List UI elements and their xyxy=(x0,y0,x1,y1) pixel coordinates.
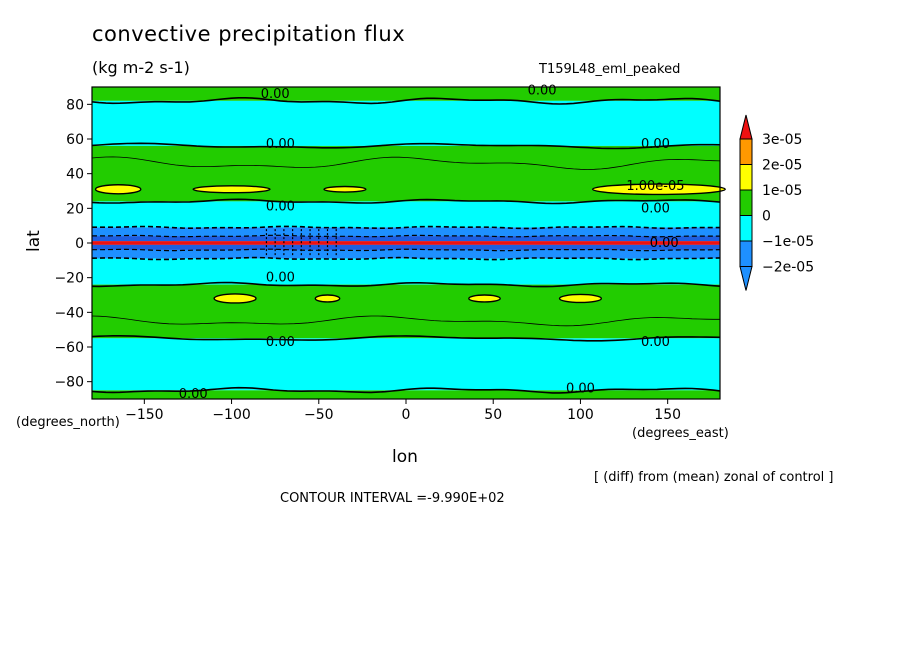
zonal-band xyxy=(92,249,720,259)
contour-line xyxy=(91,315,720,327)
x-tick-label: −100 xyxy=(212,407,250,423)
colorbar-segment xyxy=(739,138,753,165)
dashed-contour-line xyxy=(92,248,721,252)
zonal-band xyxy=(92,244,720,250)
contour-label: 0.00 xyxy=(266,271,295,286)
contour-patch xyxy=(323,185,367,193)
contour-line xyxy=(91,335,721,342)
contour-label: 0.00 xyxy=(566,382,595,397)
x-tick-label: 100 xyxy=(567,407,594,423)
x-tick-label: −50 xyxy=(304,407,334,423)
x-tick-label: 0 xyxy=(402,407,411,423)
colorbar-label: 2e-05 xyxy=(762,158,802,174)
contour-label: 0.00 xyxy=(266,335,295,350)
contour-label: 0.00 xyxy=(641,201,670,216)
contour-patch xyxy=(192,185,271,194)
contour-line xyxy=(91,97,721,105)
dashed-contour-line xyxy=(91,256,721,261)
contour-line xyxy=(91,386,721,394)
zonal-band xyxy=(92,236,720,242)
contour-patch xyxy=(94,184,142,195)
contour-patch xyxy=(558,293,603,304)
contour-patch xyxy=(591,183,726,196)
colorbar-label: −1e-05 xyxy=(762,234,814,250)
contour-line xyxy=(91,198,721,205)
contour-label: 0.00 xyxy=(641,335,670,350)
colorbar-segment xyxy=(739,164,753,191)
diff-note: [ (diff) from (mean) zonal of control ] xyxy=(594,470,834,485)
colorbar-segment xyxy=(739,189,753,216)
y-tick-label: 0 xyxy=(75,236,84,252)
zonal-band xyxy=(92,284,720,339)
x-tick-label: −150 xyxy=(125,407,163,423)
colorbar-label: −2e-05 xyxy=(762,260,814,276)
zonal-band xyxy=(92,258,720,285)
chart-units: (kg m-2 s-1) xyxy=(92,58,190,77)
y-axis-title: lat xyxy=(24,230,44,252)
y-tick-label: 80 xyxy=(66,97,84,113)
contour-label: 0.00 xyxy=(261,87,290,102)
colorbar-bottom-arrow xyxy=(739,266,753,291)
contour-label: 0.00 xyxy=(179,387,208,402)
x-unit-note: (degrees_east) xyxy=(632,426,729,441)
colorbar-segment xyxy=(739,215,753,242)
colorbar-label: 0 xyxy=(762,209,771,225)
zonal-band xyxy=(92,201,720,228)
contour-label: 0.00 xyxy=(528,83,557,98)
y-tick-label: −80 xyxy=(54,375,84,391)
colorbar-label: 1e-05 xyxy=(762,183,802,199)
y-tick-label: −20 xyxy=(54,271,84,287)
contour-patch xyxy=(213,293,257,304)
experiment-label: T159L48_eml_peaked xyxy=(539,62,681,77)
y-unit-note: (degrees_north) xyxy=(16,415,120,430)
x-tick-label: 150 xyxy=(654,407,681,423)
y-tick-label: 60 xyxy=(66,132,84,148)
contour-line xyxy=(91,281,721,288)
colorbar-segment xyxy=(739,240,753,267)
zonal-band xyxy=(92,100,720,146)
dashed-contour-line xyxy=(92,234,720,238)
contour-label: 0.00 xyxy=(266,200,295,215)
dashed-contour-line xyxy=(92,225,720,230)
contour-interval: CONTOUR INTERVAL =-9.990E+02 xyxy=(280,491,505,506)
contour-line xyxy=(91,156,721,170)
contour-label: 1.00e-05 xyxy=(626,179,684,194)
contour-label: 0.00 xyxy=(266,137,295,152)
y-tick-label: 20 xyxy=(66,201,84,217)
y-tick-label: −40 xyxy=(54,305,84,321)
zonal-band xyxy=(92,390,720,399)
contour-label: 0.00 xyxy=(650,236,679,251)
contour-patch xyxy=(468,294,501,303)
contour-patch xyxy=(314,294,341,303)
zonal-band xyxy=(92,87,720,101)
colorbar-label: 3e-05 xyxy=(762,132,802,148)
equator-max-band xyxy=(92,241,720,245)
zonal-band xyxy=(92,338,720,391)
contour-label: 0.00 xyxy=(641,137,670,152)
chart-title: convective precipitation flux xyxy=(92,22,406,46)
colorbar-top-arrow xyxy=(739,114,753,140)
x-axis-title: lon xyxy=(392,447,418,467)
zonal-band xyxy=(92,227,720,237)
y-tick-label: −60 xyxy=(54,340,84,356)
x-tick-label: 50 xyxy=(484,407,502,423)
y-tick-label: 40 xyxy=(66,167,84,183)
contour-line xyxy=(91,142,721,150)
